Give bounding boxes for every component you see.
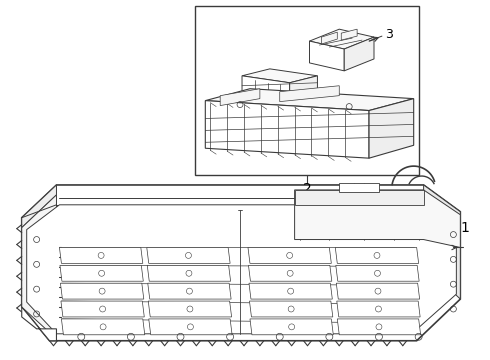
Polygon shape [335,247,418,264]
Polygon shape [60,265,143,281]
Polygon shape [339,183,379,192]
Polygon shape [147,247,230,264]
Polygon shape [424,185,460,299]
Polygon shape [242,69,318,83]
Text: 2: 2 [303,182,311,196]
Polygon shape [337,319,420,335]
Polygon shape [336,283,419,299]
Text: 1: 1 [460,221,469,235]
Polygon shape [337,301,420,317]
Polygon shape [147,265,231,281]
Polygon shape [22,185,56,228]
Polygon shape [290,76,318,99]
Polygon shape [148,283,231,299]
Bar [196,6,418,175]
Polygon shape [22,195,56,339]
Polygon shape [242,76,290,99]
Polygon shape [22,185,460,341]
Polygon shape [149,319,232,335]
Polygon shape [250,319,333,335]
Polygon shape [369,99,414,158]
Polygon shape [60,283,144,299]
Polygon shape [344,37,374,71]
Polygon shape [294,190,460,247]
Polygon shape [341,29,357,40]
Polygon shape [59,247,143,264]
Polygon shape [22,307,56,341]
Polygon shape [321,32,337,44]
Polygon shape [61,319,145,335]
Polygon shape [248,265,332,281]
Polygon shape [205,100,369,158]
Polygon shape [280,86,339,102]
Polygon shape [220,89,260,105]
Polygon shape [61,301,144,317]
Text: 3: 3 [385,28,393,41]
Polygon shape [336,265,419,281]
Polygon shape [310,41,344,71]
Polygon shape [310,29,374,49]
Polygon shape [26,205,456,334]
Polygon shape [249,283,332,299]
Polygon shape [148,301,232,317]
Polygon shape [205,89,414,111]
Polygon shape [248,247,331,264]
Polygon shape [294,190,424,205]
Polygon shape [249,301,333,317]
